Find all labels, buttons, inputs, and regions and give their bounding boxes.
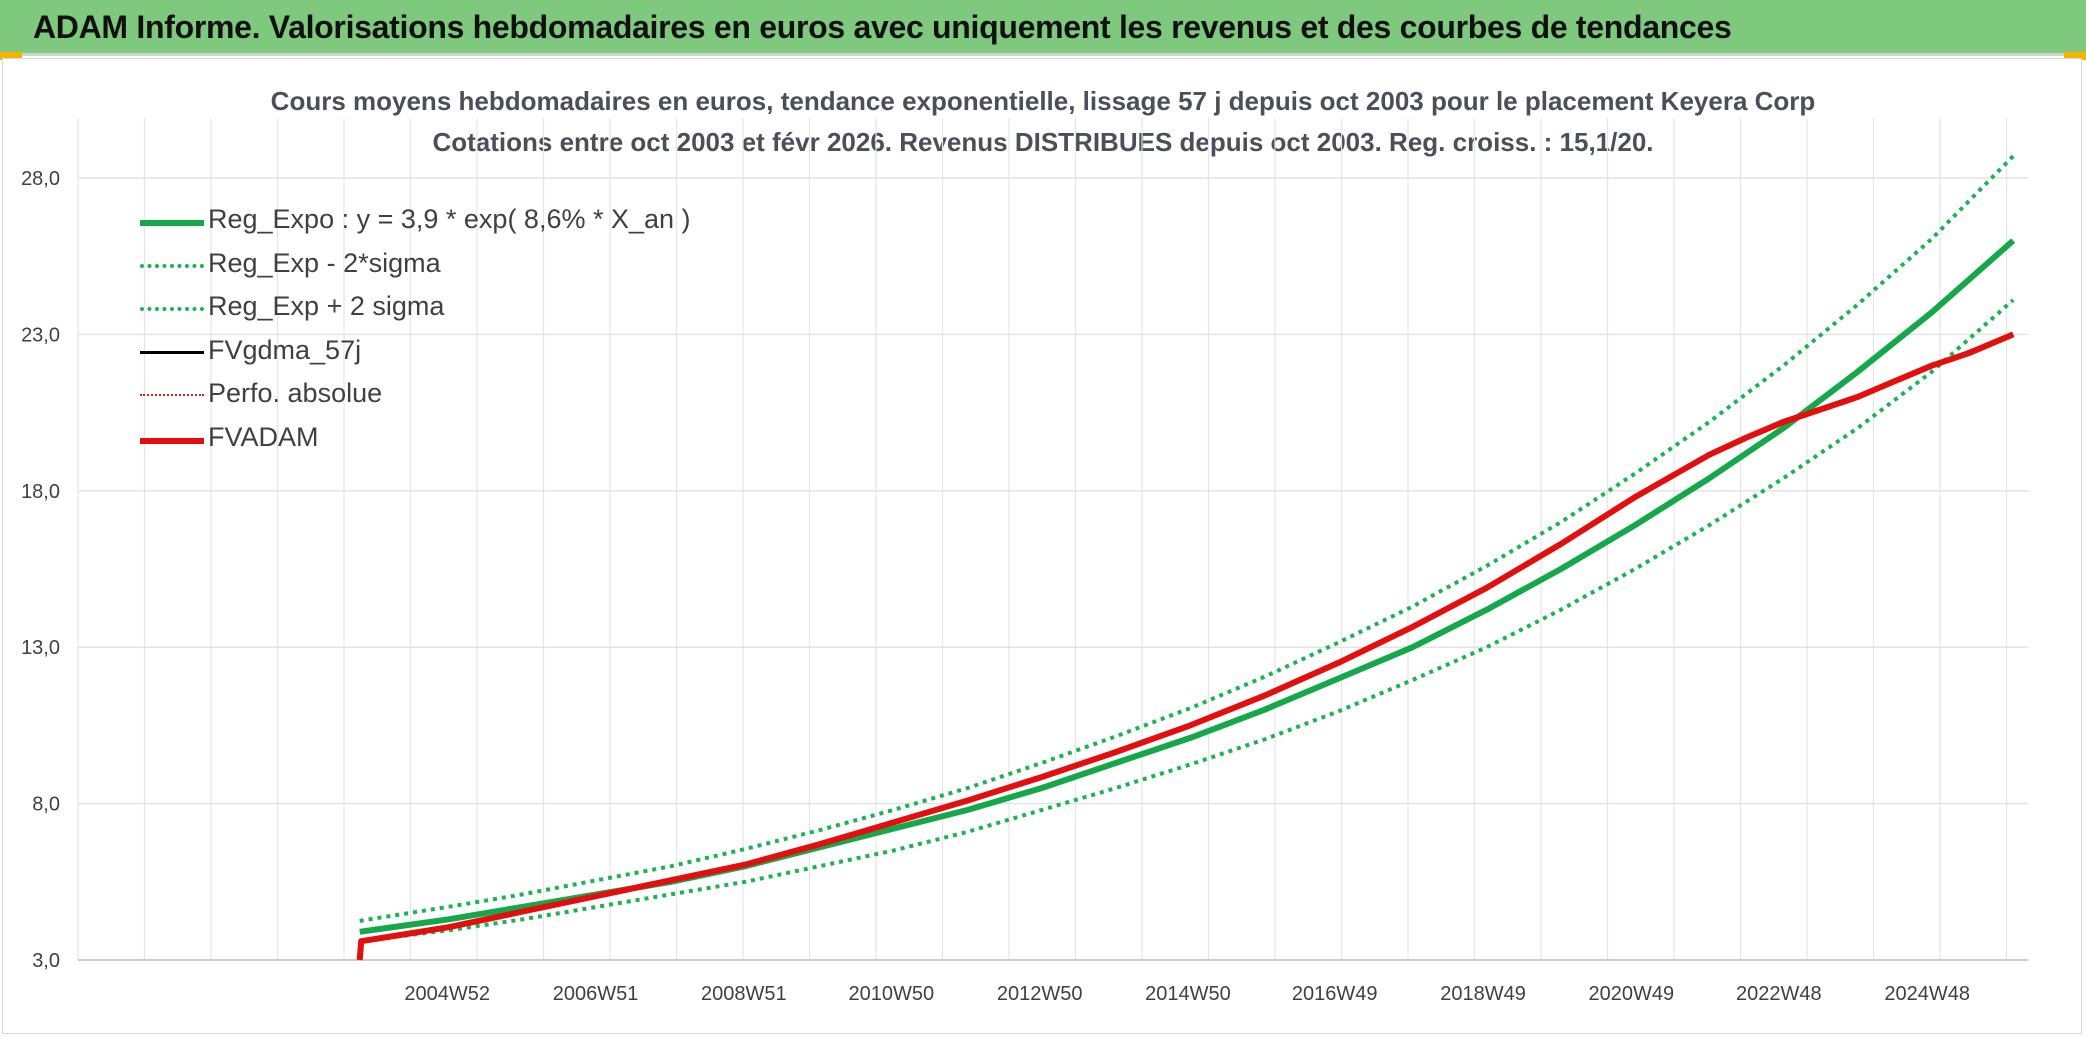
corner-marker-right <box>2064 52 2086 60</box>
series-line-1 <box>359 298 2015 944</box>
series-line-5 <box>356 331 2015 961</box>
legend-swatch <box>140 394 204 396</box>
x-tick-label: 2024W48 <box>1884 983 1970 1005</box>
report-title: ADAM Informe. Valorisations hebdomadaire… <box>33 9 1732 45</box>
y-tick-label: 18,0 <box>21 481 60 503</box>
y-tick-label: 23,0 <box>21 324 60 346</box>
series-line-4 <box>359 333 2014 943</box>
x-tick-label: 2014W50 <box>1145 983 1231 1005</box>
legend-swatch <box>140 263 204 268</box>
series-line-0 <box>359 238 2016 935</box>
legend-label: Perfo. absolue <box>208 378 383 408</box>
chart-title: Cours moyens hebdomadaires en euros, ten… <box>270 86 1816 116</box>
y-tick-label: 13,0 <box>21 637 60 659</box>
legend-label: FVADAM <box>208 421 319 452</box>
chart-subtitle: Cotations entre oct 2003 et févr 2026. R… <box>432 127 1654 157</box>
legend-label: Reg_Exp - 2*sigma <box>208 247 441 278</box>
report-banner: ADAM Informe. Valorisations hebdomadaire… <box>0 0 2086 56</box>
y-tick-label: 3,0 <box>32 950 60 972</box>
legend-label: FVgdma_57j <box>208 334 362 365</box>
x-tick-label: 2018W49 <box>1440 983 1526 1005</box>
series-line-2 <box>359 154 2015 923</box>
x-tick-label: 2010W50 <box>849 983 935 1005</box>
x-tick-label: 2022W48 <box>1736 983 1822 1005</box>
y-tick-label: 8,0 <box>32 794 60 816</box>
x-tick-label: 2020W49 <box>1589 983 1675 1005</box>
legend-swatch <box>140 437 204 444</box>
x-tick-label: 2006W51 <box>553 983 639 1005</box>
legend-label: Reg_Expo : y = 3,9 * exp( 8,6% * X_an ) <box>208 204 691 234</box>
corner-marker-left <box>0 52 22 60</box>
chart-area <box>2 58 2082 1034</box>
legend-swatch <box>140 307 204 311</box>
x-tick-label: 2012W50 <box>997 983 1083 1005</box>
legend-swatch <box>140 350 204 354</box>
y-tick-label: 28,0 <box>21 168 60 190</box>
x-tick-label: 2008W51 <box>701 983 787 1005</box>
series-line-3 <box>359 332 2014 943</box>
x-tick-label: 2004W52 <box>404 983 490 1005</box>
x-tick-label: 2016W49 <box>1292 983 1378 1005</box>
legend-swatch <box>140 220 204 226</box>
legend-label: Reg_Exp + 2 sigma <box>208 291 445 321</box>
